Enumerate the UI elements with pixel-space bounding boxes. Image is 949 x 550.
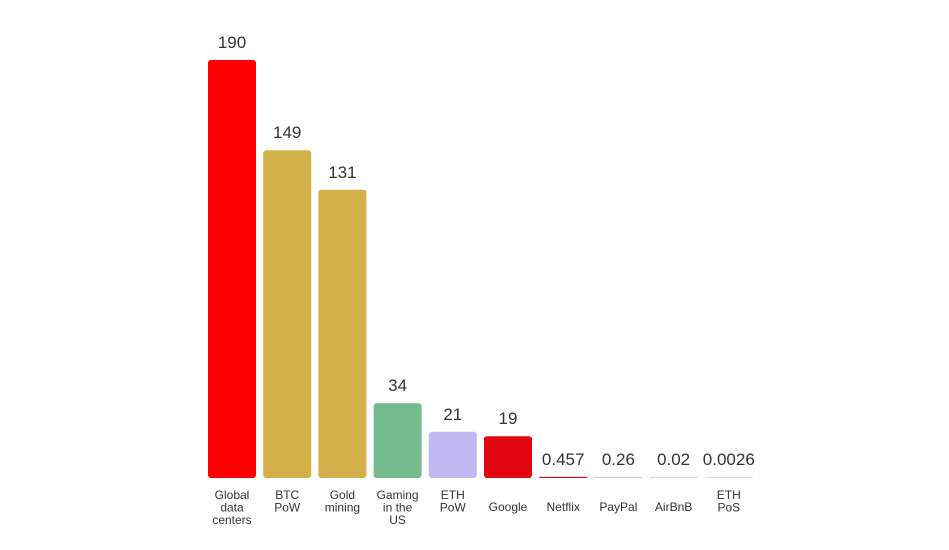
category-label-0-line-0: Global bbox=[215, 488, 250, 502]
category-label-8: AirBnB bbox=[655, 500, 692, 514]
category-label-3-line-2: US bbox=[389, 513, 406, 527]
category-label-5-line-0: Google bbox=[489, 500, 528, 514]
category-label-9-line-1: PoS bbox=[717, 501, 740, 515]
data-label-1: 149 bbox=[273, 123, 301, 142]
category-label-9: ETH PoS bbox=[717, 488, 741, 515]
category-label-1-line-1: PoW bbox=[274, 501, 301, 515]
bar-6 bbox=[539, 476, 588, 478]
bar-5 bbox=[484, 436, 532, 478]
category-label-0-line-1: data bbox=[220, 501, 244, 515]
data-label-5: 19 bbox=[499, 409, 518, 428]
data-label-4: 21 bbox=[443, 405, 462, 424]
data-label-9: 0.0026 bbox=[703, 450, 755, 469]
category-label-1: BTC PoW bbox=[274, 488, 301, 515]
category-label-6: Netflix bbox=[547, 500, 580, 514]
data-label-0: 190 bbox=[218, 33, 246, 52]
data-label-8: 0.02 bbox=[657, 450, 690, 469]
data-label-6: 0.457 bbox=[542, 450, 585, 469]
bar-3 bbox=[373, 403, 422, 478]
category-label-7-line-0: PayPal bbox=[599, 500, 637, 514]
category-label-2-line-1: mining bbox=[325, 501, 360, 515]
category-label-8-line-0: AirBnB bbox=[655, 500, 692, 514]
category-label-4: ETH PoW bbox=[440, 488, 467, 515]
bar-2 bbox=[318, 189, 367, 479]
category-label-6-line-0: Netflix bbox=[547, 500, 580, 514]
category-label-1-line-0: BTC bbox=[275, 488, 299, 502]
bar-4 bbox=[428, 431, 477, 478]
category-label-4-line-0: ETH bbox=[441, 488, 465, 502]
category-label-2-line-0: Gold bbox=[330, 488, 355, 502]
category-label-3-line-1: in the bbox=[383, 501, 413, 515]
bar-7 bbox=[594, 476, 643, 478]
data-label-2: 131 bbox=[328, 163, 356, 182]
bar-8 bbox=[649, 476, 698, 478]
category-label-5: Google bbox=[489, 500, 528, 514]
category-label-3-line-0: Gaming bbox=[377, 488, 419, 502]
category-label-3: Gaming in the US bbox=[377, 488, 419, 527]
data-label-7: 0.26 bbox=[602, 450, 635, 469]
category-label-2: Gold mining bbox=[325, 488, 360, 515]
category-label-0: Global data centers bbox=[212, 488, 251, 527]
bar-1 bbox=[263, 150, 312, 478]
category-label-7: PayPal bbox=[599, 500, 637, 514]
category-label-0-line-2: centers bbox=[212, 513, 251, 527]
bar-9 bbox=[704, 476, 753, 478]
bar-0 bbox=[208, 60, 256, 478]
category-label-4-line-1: PoW bbox=[440, 501, 467, 515]
data-label-3: 34 bbox=[388, 376, 407, 395]
category-label-9-line-0: ETH bbox=[717, 488, 741, 502]
